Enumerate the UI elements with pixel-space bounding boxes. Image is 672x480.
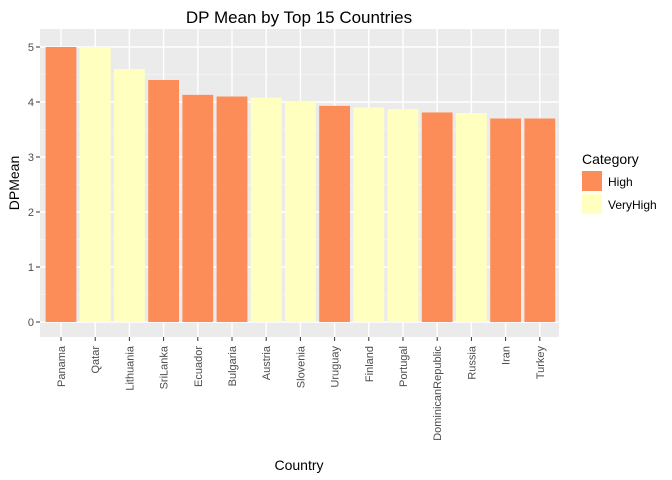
bar-turkey <box>524 118 556 322</box>
bar-ecuador <box>182 94 214 322</box>
x-tick-label: Slovenia <box>295 345 307 388</box>
bar-dominicanrepublic <box>421 112 453 322</box>
y-tick-label: 5 <box>28 42 34 54</box>
bar-finland <box>353 107 385 322</box>
y-tick-label: 2 <box>28 207 34 219</box>
chart-title: DP Mean by Top 15 Countries <box>186 8 412 27</box>
x-tick-label: SriLanka <box>159 345 171 389</box>
y-tick-label: 0 <box>28 317 34 329</box>
legend-label-high: High <box>608 175 633 189</box>
bar-portugal <box>387 109 419 323</box>
x-tick-label: Panama <box>56 345 68 387</box>
bar-slovenia <box>285 100 316 323</box>
y-axis-title: DPMean <box>6 156 22 210</box>
bar-srilanka <box>148 80 179 322</box>
y-tick-label: 4 <box>28 97 34 109</box>
bar-lithuania <box>114 69 145 322</box>
x-tick-label: Finland <box>364 346 376 382</box>
y-tick-label: 1 <box>28 262 34 274</box>
legend-title: Category <box>582 151 639 167</box>
x-tick-label: Turkey <box>535 346 547 380</box>
bar-uruguay <box>319 105 350 322</box>
y-tick-label: 3 <box>28 152 34 164</box>
bars <box>45 47 556 323</box>
bar-austria <box>250 97 282 322</box>
x-tick-label: Iran <box>501 346 513 365</box>
bar-iran <box>490 118 521 322</box>
bar-bulgaria <box>216 96 248 322</box>
y-axis: 0 1 2 3 4 5 <box>28 42 40 329</box>
bar-russia <box>456 113 487 322</box>
legend-swatch-high <box>582 171 602 191</box>
legend: Category High VeryHigh <box>581 151 657 215</box>
x-tick-label: Russia <box>466 345 478 380</box>
x-tick-label: Uruguay <box>330 346 342 388</box>
x-axis-title: Country <box>274 457 323 473</box>
x-tick-label: DominicanRepublic <box>432 346 444 441</box>
x-tick-label: Austria <box>261 345 273 380</box>
bar-panama <box>45 47 77 322</box>
legend-label-veryhigh: VeryHigh <box>608 198 657 212</box>
x-tick-label: Portugal <box>398 346 410 387</box>
bar-qatar <box>79 47 111 322</box>
x-tick-label: Qatar <box>90 346 102 374</box>
legend-swatch-veryhigh <box>582 194 602 214</box>
x-tick-label: Bulgaria <box>227 345 239 386</box>
x-tick-label: Lithuania <box>124 345 136 391</box>
x-tick-label: Ecuador <box>193 346 205 387</box>
x-axis: Panama Qatar Lithuania SriLanka Ecuador Bulga… <box>56 337 547 441</box>
